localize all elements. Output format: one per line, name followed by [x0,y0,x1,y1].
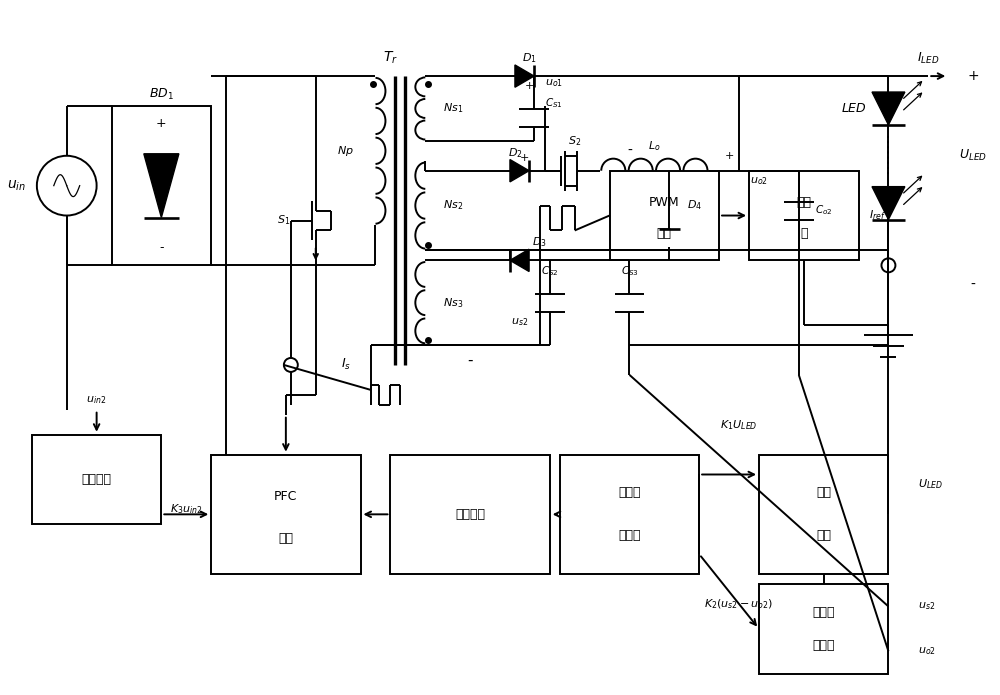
Text: 电路: 电路 [816,530,831,542]
Text: $D_1$: $D_1$ [522,51,537,65]
Text: +: + [524,81,534,91]
Text: $u_{in}$: $u_{in}$ [7,179,26,193]
Text: $I_{LED}$: $I_{LED}$ [917,51,939,66]
Text: 模块: 模块 [278,532,293,545]
Bar [749,171,859,261]
Text: 环: 环 [800,227,808,240]
Text: $D_4$: $D_4$ [687,199,702,213]
Text: -: - [971,278,976,293]
Polygon shape [144,154,179,218]
Text: 电流: 电流 [796,195,811,208]
Polygon shape [510,250,529,272]
Text: $S_2$: $S_2$ [568,134,581,148]
Text: PFC: PFC [274,490,298,503]
Text: $Ns_2$: $Ns_2$ [443,199,463,213]
Text: $u_{s2}$: $u_{s2}$ [918,600,936,612]
Text: +: + [156,117,167,131]
Text: $Ns_3$: $Ns_3$ [443,296,463,309]
Text: 偿环路: 偿环路 [618,530,641,542]
Text: $u_{o1}$: $u_{o1}$ [545,78,563,90]
Text: $u_{in2}$: $u_{in2}$ [86,394,107,406]
Text: 分压电阻: 分压电阻 [82,473,112,486]
Bar [560,455,699,574]
Text: $T_r$: $T_r$ [383,50,398,66]
Bar [390,455,550,574]
Text: 光耦隔离: 光耦隔离 [455,508,485,521]
Text: -: - [627,144,632,158]
Text: $u_{o2}$: $u_{o2}$ [750,174,768,186]
Text: $BD_1$: $BD_1$ [149,86,174,101]
Bar [32,434,161,524]
Polygon shape [515,65,534,88]
Polygon shape [872,187,905,220]
Text: $Np$: $Np$ [337,144,354,158]
Text: PWM: PWM [649,195,680,208]
Text: $L_o$: $L_o$ [648,139,661,153]
Bar [610,171,719,261]
Text: -: - [467,352,473,368]
Text: $u_{o2}$: $u_{o2}$ [918,646,936,657]
Text: $K_2(u_{s2}-u_{o2})$: $K_2(u_{s2}-u_{o2})$ [704,597,774,611]
Bar [211,455,361,574]
Polygon shape [510,160,529,182]
Text: 样电路: 样电路 [812,639,835,651]
Text: 分压: 分压 [816,486,831,499]
Text: $C_{S2}$: $C_{S2}$ [541,264,559,278]
Text: $I_{ref}$: $I_{ref}$ [869,208,885,222]
Text: +: + [967,69,979,83]
Text: $U_{LED}$: $U_{LED}$ [959,148,987,163]
Bar [759,455,888,574]
Text: $Ns_1$: $Ns_1$ [443,101,463,115]
Text: 电压补: 电压补 [618,486,641,499]
Text: $D_2$: $D_2$ [508,146,522,160]
Text: $K_1U_{LED}$: $K_1U_{LED}$ [720,418,758,432]
Bar [759,584,888,673]
Text: $D_3$: $D_3$ [532,236,547,250]
Text: 差分采: 差分采 [812,606,835,619]
Text: $K_3u_{in2}$: $K_3u_{in2}$ [170,502,203,516]
Text: $C_{S1}$: $C_{S1}$ [545,97,563,111]
Text: $I_s$: $I_s$ [341,357,351,373]
Text: +: + [520,153,530,163]
Polygon shape [872,92,905,125]
Text: $C_{o2}$: $C_{o2}$ [815,204,832,218]
Text: -: - [159,241,164,254]
Text: $C_{S3}$: $C_{S3}$ [621,264,638,278]
Text: 生成: 生成 [657,227,672,240]
Polygon shape [659,229,680,247]
Text: +: + [724,151,734,161]
Text: $u_{s2}$: $u_{s2}$ [511,317,529,329]
Bar [112,106,211,265]
Text: $U_{LED}$: $U_{LED}$ [918,477,943,491]
Text: $LED$: $LED$ [841,102,867,115]
Text: $S_1$: $S_1$ [277,213,291,227]
